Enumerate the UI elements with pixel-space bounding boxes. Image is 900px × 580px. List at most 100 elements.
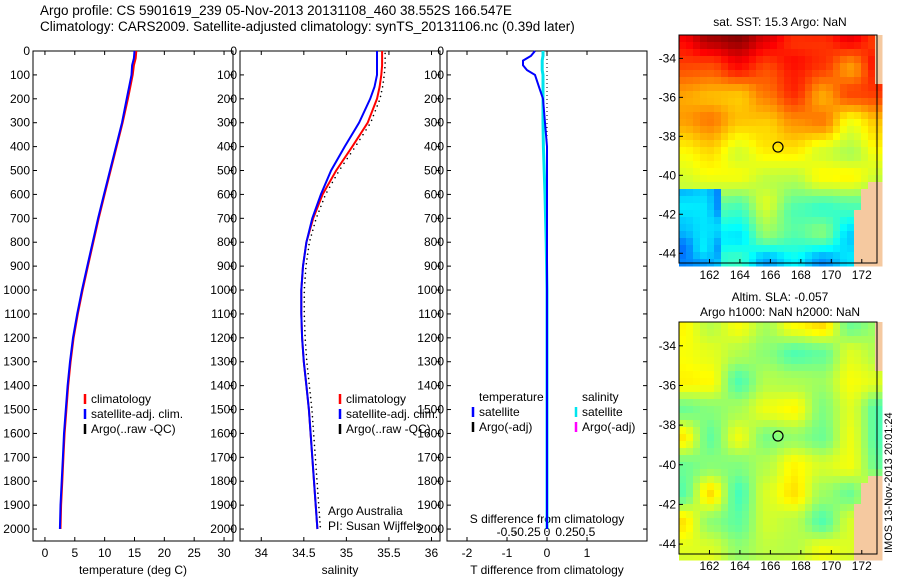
data-cell [721, 203, 729, 211]
data-cell [707, 525, 715, 533]
data-cell [763, 126, 771, 134]
data-cell [742, 217, 750, 225]
data-cell [686, 350, 694, 358]
data-cell [700, 427, 708, 435]
data-cell [700, 322, 708, 330]
depth-tick-label: 1000 [417, 283, 444, 297]
data-cell [798, 455, 806, 463]
data-cell [756, 105, 764, 113]
data-cell [679, 448, 687, 456]
data-cell [742, 546, 750, 554]
data-cell [854, 147, 862, 155]
data-cell [679, 434, 687, 442]
data-cell [840, 42, 848, 50]
data-cell [791, 126, 799, 134]
data-cell [700, 84, 708, 92]
land-cell [875, 182, 883, 190]
data-cell [826, 546, 834, 554]
data-cell [756, 238, 764, 246]
data-cell [700, 35, 708, 43]
data-cell [840, 252, 848, 260]
data-cell [735, 385, 743, 393]
data-cell [819, 469, 827, 477]
data-cell [840, 224, 848, 232]
data-cell [791, 77, 799, 85]
data-cell [826, 224, 834, 232]
data-cell [805, 462, 813, 470]
data-cell [777, 406, 785, 414]
data-cell [700, 399, 708, 407]
data-cell [693, 224, 701, 232]
data-cell [868, 112, 876, 120]
data-cell [770, 182, 778, 190]
argo-dot [370, 119, 373, 122]
map-y-tick-label-2: -44 [659, 537, 677, 551]
data-cell [791, 364, 799, 372]
data-cell [868, 392, 876, 400]
data-cell [819, 133, 827, 141]
data-cell [721, 364, 729, 372]
data-cell [707, 119, 715, 127]
data-cell [784, 448, 792, 456]
data-cell [728, 210, 736, 218]
depth-tick-label: 100 [424, 68, 444, 82]
data-cell [728, 189, 736, 197]
land-cell [875, 210, 883, 218]
data-cell [693, 448, 701, 456]
data-cell [777, 350, 785, 358]
data-cell [700, 56, 708, 64]
data-cell [707, 77, 715, 85]
data-cell [728, 469, 736, 477]
argo-dot [318, 506, 320, 509]
data-cell [777, 532, 785, 540]
data-cell [840, 119, 848, 127]
data-cell [707, 161, 715, 169]
data-cell [728, 168, 736, 176]
data-cell [763, 105, 771, 113]
data-cell [707, 84, 715, 92]
data-cell [819, 98, 827, 106]
data-cell [707, 497, 715, 505]
data-cell [679, 203, 687, 211]
data-cell [784, 504, 792, 512]
argo-dot [321, 200, 324, 203]
argo-dot [313, 444, 316, 447]
data-cell [826, 84, 834, 92]
data-cell [791, 406, 799, 414]
data-cell [868, 469, 876, 477]
map-x-tick-label-1: 172 [852, 268, 872, 282]
data-cell [700, 203, 708, 211]
data-cell [679, 224, 687, 232]
legend-entry-2: Argo(..raw -QC) [346, 422, 431, 436]
data-cell [714, 126, 722, 134]
argo-dot [314, 449, 316, 451]
data-cell [735, 322, 743, 330]
data-cell [840, 364, 848, 372]
data-cell [847, 399, 855, 407]
data-cell [763, 35, 771, 43]
data-cell [679, 511, 687, 519]
argo-dot [303, 315, 306, 318]
data-cell [707, 490, 715, 498]
data-cell [721, 224, 729, 232]
data-cell [812, 455, 820, 463]
data-cell [784, 133, 792, 141]
data-cell [777, 490, 785, 498]
argo-dot [319, 521, 321, 523]
data-cell [840, 231, 848, 239]
data-cell [679, 364, 687, 372]
data-cell [749, 175, 757, 183]
land-cell [861, 483, 869, 491]
data-cell [714, 70, 722, 78]
data-cell [833, 364, 841, 372]
data-cell [728, 399, 736, 407]
data-cell [721, 490, 729, 498]
land-cell [861, 189, 869, 197]
data-cell [749, 399, 757, 407]
data-cell [714, 364, 722, 372]
data-cell [791, 245, 799, 253]
data-cell [735, 196, 743, 204]
land-cell [875, 322, 883, 330]
data-cell [812, 448, 820, 456]
data-cell [721, 91, 729, 99]
